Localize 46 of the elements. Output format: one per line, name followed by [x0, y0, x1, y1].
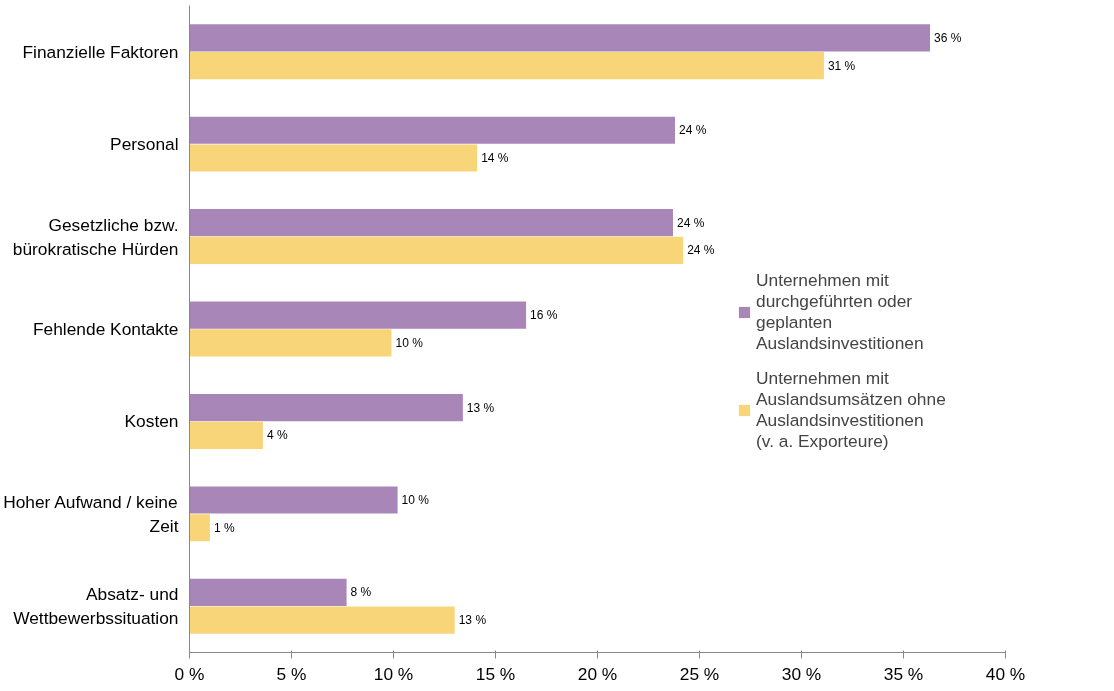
legend-label: Unternehmen mit durchgeführten oder geplanten Auslandsinvestitionen	[756, 270, 924, 354]
data-label: 24 %	[676, 215, 705, 230]
y-tick-label: Kosten	[124, 411, 179, 432]
x-tick-label: 40 %	[985, 663, 1026, 684]
x-tick-label: 35 %	[883, 663, 924, 684]
data-label: 10 %	[401, 492, 430, 507]
data-label: 13 %	[466, 400, 495, 415]
data-label: 24 %	[687, 243, 715, 258]
y-tick-label: Fehlende Kontakte	[33, 319, 179, 339]
bar	[189, 236, 684, 265]
y-tick-label: Finanzielle Faktoren	[22, 41, 179, 62]
x-tick-label: 5 %	[276, 663, 307, 684]
data-label: 8 %	[350, 585, 372, 600]
x-tick-label: 20 %	[577, 663, 618, 684]
bar	[189, 578, 347, 607]
data-label: 4 %	[266, 428, 288, 443]
y-tick-label: Hoher Aufwand / keine Zeit	[3, 491, 179, 536]
x-tick-label: 15 %	[475, 663, 516, 684]
y-tick-label: Gesetzliche bzw. bürokratische Hürden	[12, 214, 179, 259]
bar	[189, 116, 676, 144]
data-label: 1 %	[213, 520, 235, 535]
legend-label: Unternehmen mit Auslandsumsätzen ohne Auslandsinvestitionen (v. a. Exporteure)	[756, 368, 946, 452]
data-label: 36 %	[934, 30, 962, 45]
bar	[189, 301, 527, 329]
x-tick-label: 30 %	[781, 663, 822, 684]
x-tick-label: 10 %	[373, 663, 414, 684]
x-tick-label: 25 %	[679, 663, 720, 684]
x-tick-label: 0 %	[174, 663, 205, 684]
bar	[189, 393, 463, 422]
bar	[189, 24, 931, 52]
bar	[189, 421, 263, 449]
bar	[189, 514, 210, 542]
y-tick-label: Personal	[110, 134, 179, 155]
bar	[189, 486, 398, 514]
bar	[189, 329, 392, 357]
bar	[189, 51, 824, 80]
data-label: 10 %	[395, 335, 424, 350]
bar	[189, 606, 455, 634]
data-label: 31 %	[827, 58, 856, 73]
data-label: 24 %	[679, 123, 707, 138]
bar	[189, 144, 478, 172]
data-label: 14 %	[481, 151, 509, 166]
bar	[189, 209, 673, 237]
data-label: 16 %	[530, 308, 558, 323]
data-label: 13 %	[458, 613, 487, 628]
y-tick-label: Absatz- und Wettbewerbssituation	[13, 584, 179, 629]
